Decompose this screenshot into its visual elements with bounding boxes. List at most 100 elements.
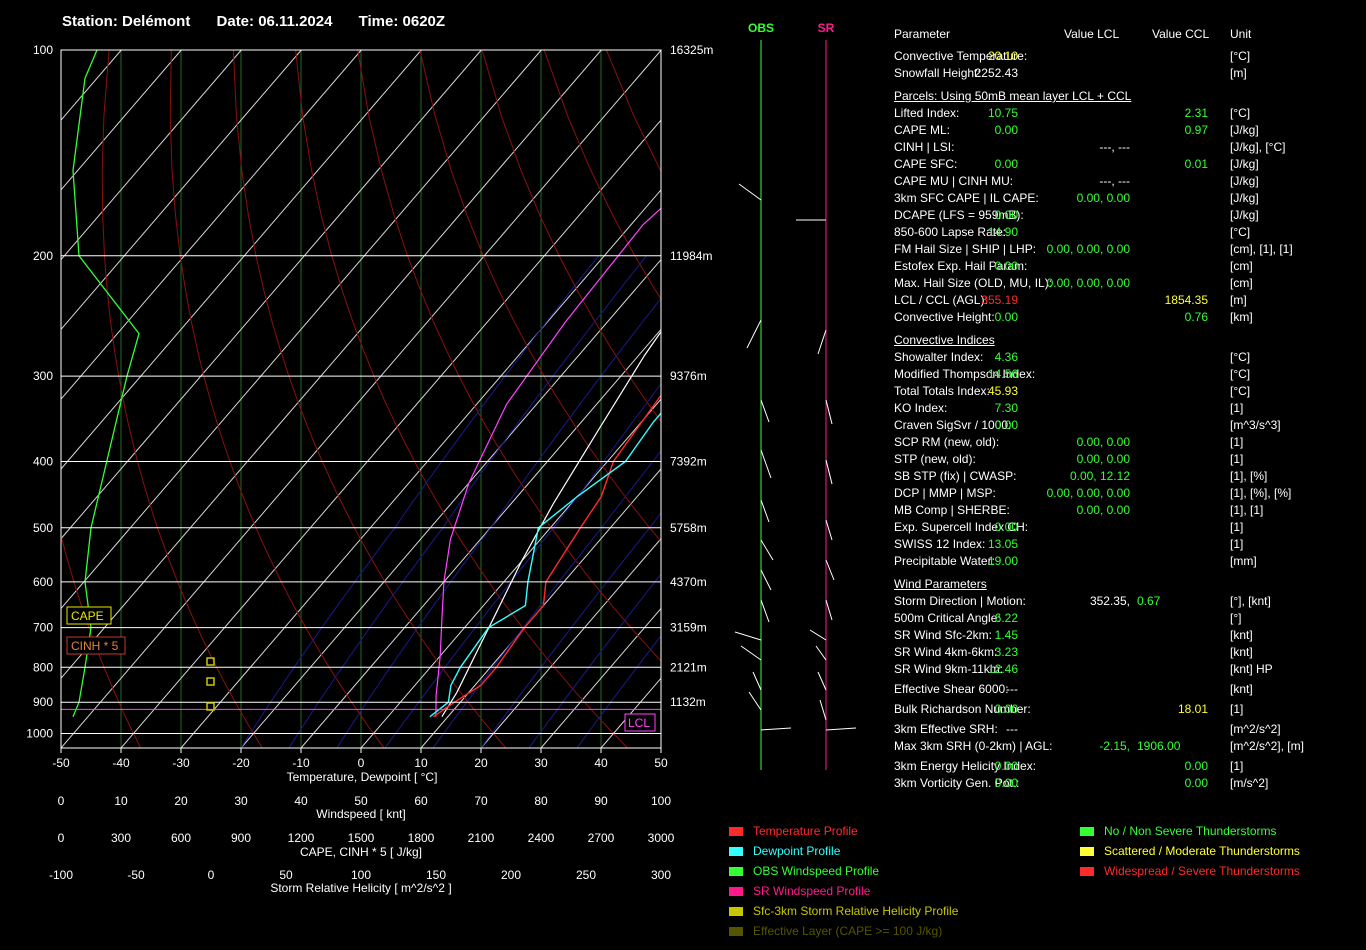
param-unit: [knt] xyxy=(1230,682,1253,696)
legend-swatch xyxy=(1080,827,1094,837)
pressure-tick-label: 200 xyxy=(33,249,53,263)
obs-windspeed-line xyxy=(72,50,140,717)
param-header-row: Parameter Value LCL Value CCL Unit xyxy=(894,26,1344,43)
param-label: Convective Height: xyxy=(894,310,995,324)
isotherm-line xyxy=(61,50,302,331)
param-value-lcl: 45.93 xyxy=(987,384,1018,398)
param-value-lcl: --- xyxy=(1006,722,1018,736)
legend-label: OBS Windspeed Profile xyxy=(753,864,880,878)
param-unit: [m/s^2] xyxy=(1230,776,1269,790)
param-label: CAPE ML: xyxy=(894,123,951,137)
cape-tick-label: 2700 xyxy=(588,831,615,845)
srh-marker xyxy=(206,677,215,686)
dry-adiabat xyxy=(481,50,661,423)
param-value-lcl: 14.90 xyxy=(987,225,1018,239)
pressure-tick-label: 1000 xyxy=(26,727,53,741)
param-value-lcl: --- xyxy=(1006,682,1018,696)
sr-column-label: SR xyxy=(818,21,835,35)
param-unit: [1] xyxy=(1230,520,1244,534)
param-unit: [1], [1] xyxy=(1230,503,1264,517)
param-value-lcl: 0.00 xyxy=(994,520,1018,534)
param-row: CAPE ML: 0.00 0.97 [J/kg] xyxy=(894,122,1344,139)
param-row: KO Index: 7.30 [1] xyxy=(894,400,1344,417)
srh-tick-label: 100 xyxy=(351,868,371,882)
param-value-lcl: 0.00 xyxy=(994,776,1018,790)
dry-adiabat xyxy=(101,50,263,748)
param-row: Max. Hail Size (OLD, MU, IL): 0.00, 0.00,… xyxy=(894,275,1344,292)
isotherm-line xyxy=(240,258,661,748)
param-row: Storm Direction | Motion: 352.35, 0.67 [°]… xyxy=(894,593,1344,610)
srh-tick-label: -50 xyxy=(127,868,145,882)
param-unit: [°C] xyxy=(1230,367,1251,381)
pressure-tick-label: 400 xyxy=(33,455,53,469)
cape-tick-label: 1800 xyxy=(408,831,435,845)
param-value-ccl: 1854.35 xyxy=(1164,293,1208,307)
param-label: 3km Effective SRH: xyxy=(894,722,998,736)
param-unit: [J/kg] xyxy=(1230,174,1259,188)
param-value-lcl: 0.00, 0.00 xyxy=(1076,435,1130,449)
param-unit: [1], [%], [%] xyxy=(1230,486,1292,500)
param-label: DCAPE (LFS = 959mB): xyxy=(894,208,1024,222)
param-label: 3km SFC CAPE | IL CAPE: xyxy=(894,191,1039,205)
param-row: 850-600 Lapse Rate: 14.90 [°C] xyxy=(894,224,1344,241)
param-unit: [°C] xyxy=(1230,384,1251,398)
param-row: 500m Critical Angle: 6.22 [°] xyxy=(894,610,1344,627)
temperature-tick-label: -30 xyxy=(172,756,190,770)
param-row: 3km SFC CAPE | IL CAPE: 0.00, 0.00 [J/kg] xyxy=(894,190,1344,207)
wind-barb xyxy=(819,699,827,721)
legend-label: Effective Layer (CAPE >= 100 J/kg) xyxy=(753,924,943,938)
temperature-tick-label: 50 xyxy=(654,756,668,770)
windspeed-tick-label: 80 xyxy=(534,794,548,808)
param-row: 3km Energy Helicity Index: 0.00 0.00 [1] xyxy=(894,758,1344,775)
cape-tick-label: 2100 xyxy=(468,831,495,845)
height-label: 16325m xyxy=(670,43,713,57)
moist-adiabat xyxy=(384,383,661,748)
param-unit: [cm] xyxy=(1230,276,1253,290)
param-value-lcl: 0.00, 0.00 xyxy=(1076,452,1130,466)
legend-swatch xyxy=(729,927,743,937)
srh-tick-label: 300 xyxy=(651,868,671,882)
param-row: Convective Temperature: 20.10 [°C] xyxy=(894,48,1344,65)
windspeed-tick-label: 60 xyxy=(414,794,428,808)
param-value-lcl: 0.00 xyxy=(994,123,1018,137)
param-row: Bulk Richardson Number: 0.00 18.01 [1] xyxy=(894,701,1344,718)
param-value-lcl: 6.22 xyxy=(994,611,1018,625)
legend-item: Temperature Profile xyxy=(729,821,958,841)
param-row: Showalter Index: 4.36 [°C] xyxy=(894,349,1344,366)
param-unit: [1] xyxy=(1230,759,1244,773)
param-row: CAPE SFC: 0.00 0.01 [J/kg] xyxy=(894,156,1344,173)
temperature-tick-label: 10 xyxy=(414,756,428,770)
param-row: Max 3km SRH (0-2km) | AGL: -2.15, 1906.00… xyxy=(894,738,1344,755)
param-unit: [m^2/s^2], [m] xyxy=(1230,739,1304,753)
wind-barb xyxy=(748,691,762,711)
lcl-label: LCL xyxy=(628,716,650,730)
param-row: SR Wind Sfc-2km: 1.45 [knt] xyxy=(894,627,1344,644)
pressure-tick-label: 700 xyxy=(33,621,53,635)
cape-tick-label: 300 xyxy=(111,831,131,845)
parcel-curve xyxy=(435,207,661,717)
param-label: SCP RM (new, old): xyxy=(894,435,1000,449)
height-label: 7392m xyxy=(670,455,707,469)
dry-adiabat xyxy=(419,50,661,543)
param-row: Effective Shear 6000: --- [knt] xyxy=(894,681,1344,698)
srh-tick-label: 0 xyxy=(208,868,215,882)
param-row: 3km Vorticity Gen. Pot.: 0.00 0.00 [m/s^2] xyxy=(894,775,1344,792)
param-value-lcl: 14.56 xyxy=(987,367,1018,381)
param-value-lcl: 2252.43 xyxy=(974,66,1018,80)
wind-barb xyxy=(825,399,833,425)
param-label: 3km Vorticity Gen. Pot.: xyxy=(894,776,1020,790)
param-label: Showalter Index: xyxy=(894,350,984,364)
wind-barb xyxy=(817,329,827,355)
param-value-lcl: 0.00 xyxy=(994,259,1018,273)
windspeed-tick-label: 100 xyxy=(651,794,671,808)
dry-adiabat xyxy=(232,50,507,748)
parameter-table: Parameter Value LCL Value CCL Unit Convectiv… xyxy=(894,26,1344,792)
isotherm-line xyxy=(61,50,661,748)
temperature-tick-label: -20 xyxy=(232,756,250,770)
legend-item: Widespread / Severe Thunderstorms xyxy=(1080,861,1300,881)
legend-left: Temperature Profile Dewpoint Profile OBS W… xyxy=(729,821,958,941)
param-unit: [1] xyxy=(1230,435,1244,449)
param-unit: [1] xyxy=(1230,537,1244,551)
param-row: CINH | LSI: ---, --- [J/kg], [°C] xyxy=(894,139,1344,156)
param-label: Effective Shear 6000: xyxy=(894,682,1009,696)
